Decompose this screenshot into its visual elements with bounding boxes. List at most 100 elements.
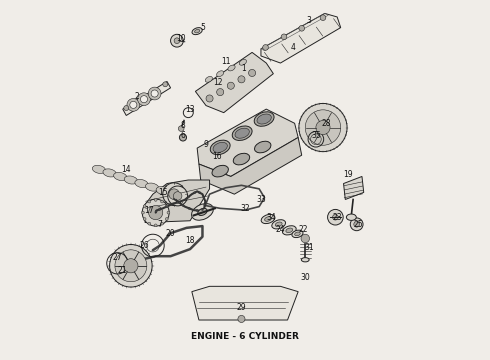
Circle shape bbox=[148, 87, 161, 100]
Ellipse shape bbox=[292, 230, 303, 238]
Ellipse shape bbox=[212, 165, 228, 177]
Circle shape bbox=[350, 218, 363, 231]
Circle shape bbox=[148, 222, 151, 225]
Ellipse shape bbox=[192, 28, 202, 35]
Text: 7: 7 bbox=[157, 220, 162, 229]
Text: 1: 1 bbox=[241, 64, 245, 73]
Ellipse shape bbox=[228, 65, 235, 71]
Text: 2: 2 bbox=[135, 92, 139, 101]
Polygon shape bbox=[196, 53, 273, 113]
Circle shape bbox=[299, 103, 347, 152]
Circle shape bbox=[301, 234, 310, 243]
Circle shape bbox=[316, 121, 330, 135]
Ellipse shape bbox=[114, 172, 127, 180]
Circle shape bbox=[204, 204, 206, 206]
Circle shape bbox=[115, 250, 147, 282]
Circle shape bbox=[124, 259, 138, 273]
Text: 12: 12 bbox=[214, 78, 223, 87]
Circle shape bbox=[165, 217, 168, 220]
Circle shape bbox=[176, 201, 179, 203]
Text: 30: 30 bbox=[300, 273, 310, 282]
Circle shape bbox=[154, 198, 157, 201]
Circle shape bbox=[161, 200, 164, 203]
Ellipse shape bbox=[205, 76, 213, 82]
Circle shape bbox=[148, 200, 151, 203]
Text: 29: 29 bbox=[237, 303, 246, 312]
Text: 9: 9 bbox=[203, 140, 208, 149]
Ellipse shape bbox=[346, 214, 356, 220]
Circle shape bbox=[201, 208, 203, 211]
Circle shape bbox=[238, 315, 245, 323]
Ellipse shape bbox=[135, 180, 148, 188]
Text: 13: 13 bbox=[185, 105, 195, 114]
Text: 21: 21 bbox=[118, 266, 127, 275]
Circle shape bbox=[328, 210, 343, 225]
Text: 16: 16 bbox=[212, 153, 221, 162]
Circle shape bbox=[148, 206, 163, 220]
Polygon shape bbox=[343, 176, 364, 199]
Circle shape bbox=[175, 199, 177, 201]
Circle shape bbox=[138, 93, 150, 105]
Ellipse shape bbox=[213, 142, 227, 152]
Text: 26: 26 bbox=[139, 241, 149, 250]
Circle shape bbox=[182, 204, 184, 206]
Circle shape bbox=[206, 95, 213, 102]
Circle shape bbox=[151, 90, 158, 97]
Text: 6: 6 bbox=[180, 131, 185, 140]
Text: 5: 5 bbox=[200, 23, 205, 32]
Text: 4: 4 bbox=[291, 42, 295, 51]
Circle shape bbox=[141, 96, 147, 103]
Circle shape bbox=[173, 192, 182, 200]
Text: 10: 10 bbox=[176, 34, 186, 43]
Circle shape bbox=[178, 126, 184, 131]
Circle shape bbox=[333, 215, 338, 220]
Ellipse shape bbox=[254, 141, 271, 153]
Circle shape bbox=[320, 15, 326, 21]
Circle shape bbox=[143, 217, 146, 220]
Text: 28: 28 bbox=[322, 119, 331, 128]
Text: 23: 23 bbox=[332, 213, 342, 222]
Polygon shape bbox=[197, 109, 298, 176]
Text: 17: 17 bbox=[145, 206, 154, 215]
Text: 19: 19 bbox=[343, 170, 353, 179]
Circle shape bbox=[354, 221, 360, 227]
Ellipse shape bbox=[235, 128, 249, 138]
Text: 15: 15 bbox=[159, 188, 168, 197]
Circle shape bbox=[217, 89, 224, 96]
Circle shape bbox=[155, 211, 157, 213]
Circle shape bbox=[159, 208, 161, 211]
Circle shape bbox=[127, 99, 140, 111]
Text: ENGINE - 6 CYLINDER: ENGINE - 6 CYLINDER bbox=[191, 332, 299, 341]
Text: 22: 22 bbox=[299, 225, 308, 234]
Text: 32: 32 bbox=[240, 204, 250, 213]
Circle shape bbox=[169, 189, 179, 199]
Circle shape bbox=[299, 26, 305, 31]
Ellipse shape bbox=[301, 258, 309, 262]
Text: 14: 14 bbox=[122, 165, 131, 174]
Ellipse shape bbox=[254, 112, 274, 126]
Ellipse shape bbox=[103, 169, 116, 177]
Circle shape bbox=[110, 244, 152, 287]
Polygon shape bbox=[192, 286, 298, 320]
Circle shape bbox=[143, 205, 146, 208]
Polygon shape bbox=[199, 138, 302, 194]
Polygon shape bbox=[165, 197, 185, 206]
Ellipse shape bbox=[286, 228, 293, 233]
Text: 31: 31 bbox=[304, 243, 314, 252]
Circle shape bbox=[171, 34, 183, 47]
Text: 33: 33 bbox=[256, 195, 266, 204]
Circle shape bbox=[161, 222, 164, 225]
Circle shape bbox=[174, 38, 180, 44]
Ellipse shape bbox=[272, 220, 286, 229]
Ellipse shape bbox=[198, 208, 207, 216]
Text: 20: 20 bbox=[166, 229, 175, 238]
Ellipse shape bbox=[210, 140, 230, 155]
Text: 8: 8 bbox=[181, 121, 185, 130]
Circle shape bbox=[194, 192, 196, 194]
Ellipse shape bbox=[124, 176, 138, 184]
Text: 34: 34 bbox=[267, 213, 276, 222]
Text: 11: 11 bbox=[221, 57, 230, 66]
Ellipse shape bbox=[217, 71, 224, 77]
Ellipse shape bbox=[146, 183, 159, 191]
Polygon shape bbox=[145, 180, 210, 222]
